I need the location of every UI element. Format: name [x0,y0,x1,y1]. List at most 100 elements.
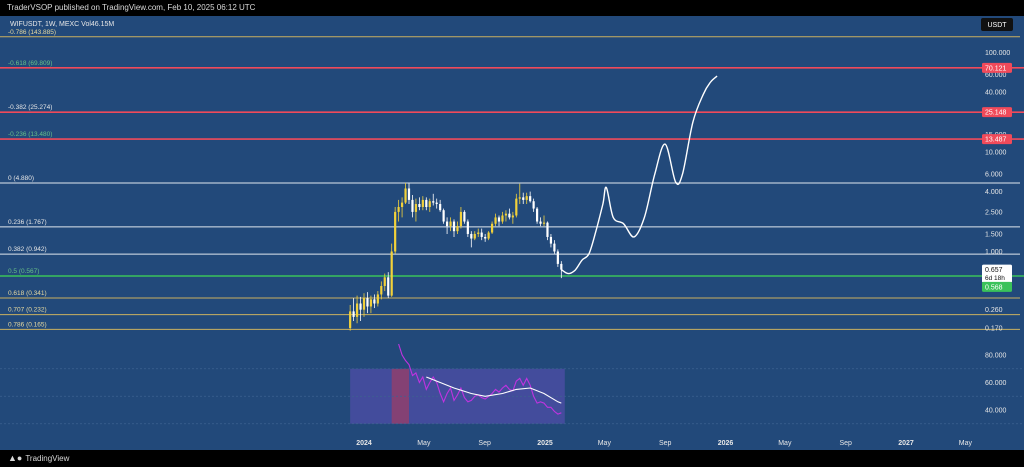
publish-info: TraderVSOP published on TradingView.com,… [7,3,256,12]
candle-down [532,201,535,209]
candle-up [400,202,404,208]
candle-up [542,222,546,224]
candle-up [494,217,497,224]
candle-up [369,299,373,307]
candle-up [511,215,514,218]
fib-level-label: 0.707 (0.232) [8,307,47,314]
fibonacci-retracement[interactable]: -0.786 (143.885) -0.618 (69.809) -0.382 (2… [0,29,1020,330]
price-axis-tick: 40.000 [985,90,1007,97]
fib-level-label: -0.786 (143.885) [8,29,56,36]
price-tag-red [982,134,1012,145]
fib-level-label: 0.618 (0.341) [8,290,47,297]
time-axis-tick: Sep [659,440,672,447]
candle-down [463,211,466,222]
price-axis[interactable]: 100.00060.00040.00015.00010.0006.0004.00… [985,50,1010,414]
price-axis-tick: 0.170 [985,326,1003,333]
symbol-legend: WIFUSDT, 1W, MEXC Vol46.15M [10,21,114,28]
candle-down [387,277,390,296]
time-axis-tick: Sep [839,440,852,447]
price-tag-value: 0.568 [985,284,1003,291]
candle-down [435,202,438,205]
fib-level-label: 0.236 (1.767) [8,219,47,226]
candle-down [425,199,428,208]
candle-down [539,221,542,224]
rsi-ma-line [426,376,562,404]
price-tag-red [982,107,1012,118]
candle-up [456,226,459,232]
time-axis-tick: 2024 [356,440,372,447]
publish-header: TraderVSOP published on TradingView.com,… [0,0,1024,16]
candle-down [549,236,553,244]
candle-down [546,222,549,237]
price-tag-countdown: 6d 18h [985,275,1005,282]
rsi-pane-background [0,368,1024,425]
candle-down [470,233,473,239]
tradingview-logo-icon: ▲● [8,453,23,464]
candle-down [366,298,369,307]
candle-down [508,213,511,218]
footer-bar: ▲● TradingView [0,450,1024,467]
fib-level-label: 0.382 (0.942) [8,246,47,253]
candle-down [560,263,563,270]
candlestick-series [349,182,563,331]
candle-down [373,299,376,304]
candle-up [397,207,400,212]
time-axis-tick: Sep [478,440,491,447]
candle-down [466,221,469,234]
time-axis-tick: 2026 [718,440,734,447]
candle-down [484,236,487,239]
fib-level-label: 0.786 (0.165) [8,321,47,328]
horizontal-levels[interactable] [0,67,1024,277]
price-tag-green [982,281,1012,292]
forecast-path[interactable] [560,75,718,275]
time-axis-tick: 2025 [537,440,553,447]
candle-up [355,303,359,317]
candle-down [442,210,445,222]
candle-up [518,197,521,199]
time-axis[interactable]: 2024 May Sep 2025 May Sep 2026 May Sep 2027 May [356,440,972,447]
candle-up [490,223,494,233]
candle-down [445,221,449,227]
candle-down [480,232,483,237]
price-axis-tick: 1.500 [985,231,1003,238]
footer-brand: TradingView [25,454,70,464]
candle-up [501,215,504,222]
candle-up [428,201,431,208]
candle-up [383,277,386,286]
candle-up [414,204,418,212]
rsi-axis-tick: 60.000 [985,380,1007,387]
candle-down [497,217,501,222]
chart-canvas[interactable]: -0.786 (143.885) -0.618 (69.809) -0.382 (2… [0,16,1024,450]
fib-level-label: -0.236 (13.480) [8,131,52,138]
currency-button[interactable] [981,18,1013,31]
price-axis-tick: 4.000 [985,189,1003,196]
candle-down [439,204,442,211]
candle-up [459,211,463,227]
fib-level-label: -0.618 (69.809) [8,60,52,67]
forecast-curve [560,75,718,275]
price-axis-tick: 100.000 [985,50,1010,57]
price-tag-value: 0.657 [985,267,1003,274]
price-tag-value: 70.121 [985,65,1007,72]
candle-down [407,188,411,200]
fib-level-label: 0.5 (0.567) [8,268,39,275]
price-tag-current [982,264,1012,283]
candle-up [404,188,407,203]
candle-down [411,199,414,212]
time-axis-tick: May [778,440,792,447]
candle-down [529,196,532,202]
currency-label: USDT [987,22,1007,29]
price-tag-value: 25.148 [985,110,1007,117]
rsi-axis-tick: 40.000 [985,408,1007,415]
candle-up [473,233,476,239]
candle-down [522,197,525,200]
candle-up [362,298,366,310]
candle-up [349,311,352,329]
candle-down [352,311,355,317]
candle-up [487,232,490,239]
candle-up [390,251,393,296]
price-axis-tick: 2.500 [985,209,1003,216]
candle-down [418,204,421,208]
